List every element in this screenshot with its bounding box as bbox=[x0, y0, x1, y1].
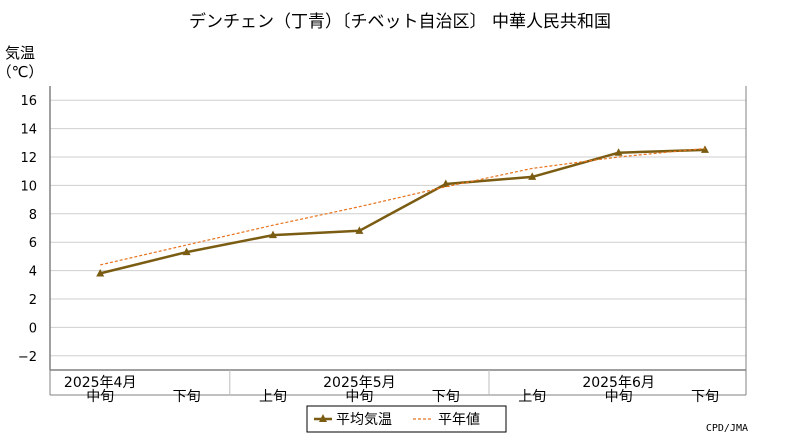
x-tick-label: 下旬 bbox=[691, 389, 719, 405]
y-tick-label: 10 bbox=[20, 179, 37, 194]
legend-box bbox=[306, 405, 507, 433]
y-axis-unit: （℃） bbox=[0, 63, 43, 81]
y-tick-label: 6 bbox=[29, 236, 37, 251]
x-month-label: 2025年4月 bbox=[64, 375, 137, 391]
x-month-label: 2025年6月 bbox=[582, 375, 655, 391]
credit-label: CPD/JMA bbox=[706, 423, 748, 434]
y-tick-label: 14 bbox=[20, 123, 37, 138]
data-point-avg-temp bbox=[701, 145, 709, 153]
data-point-avg-temp bbox=[182, 247, 191, 256]
legend-label-avg-temp: 平均気温 bbox=[336, 412, 392, 428]
x-tick-label: 下旬 bbox=[173, 389, 201, 405]
x-month-label: 2025年5月 bbox=[323, 375, 396, 391]
data-point-avg-temp bbox=[614, 148, 623, 156]
series-layer bbox=[96, 145, 709, 277]
y-tick-label: 8 bbox=[29, 208, 37, 223]
data-point-avg-temp bbox=[441, 179, 450, 187]
legend: 平均気温 平年値 bbox=[306, 405, 507, 433]
x-tick-label: 上旬 bbox=[259, 389, 287, 405]
x-tick-label: 中旬 bbox=[605, 389, 633, 405]
x-tick-label: 中旬 bbox=[345, 389, 373, 405]
legend-marker-avg-temp bbox=[319, 414, 327, 422]
y-tick-label: 2 bbox=[29, 293, 37, 308]
data-point-avg-temp bbox=[96, 268, 105, 277]
series-line-normal bbox=[100, 147, 706, 266]
data-point-avg-temp bbox=[355, 226, 364, 234]
y-tick-label: −2 bbox=[18, 350, 37, 365]
data-point-avg-temp bbox=[528, 172, 537, 180]
y-axis-label: 気温 bbox=[5, 44, 35, 62]
y-tick-label: 16 bbox=[20, 94, 37, 109]
plot-frame bbox=[49, 86, 747, 396]
grid-layer bbox=[50, 99, 746, 357]
y-tick-label: 0 bbox=[29, 321, 37, 336]
x-tick-label: 下旬 bbox=[432, 389, 460, 405]
y-tick-label: 4 bbox=[29, 265, 37, 280]
data-point-avg-temp bbox=[269, 230, 277, 239]
series-line-avg-temp bbox=[99, 148, 706, 275]
chart-title: デンチェン（丁青）〔チベット自治区〕 中華人民共和国 bbox=[189, 11, 611, 32]
y-axis-ticks: 16 14 12 10 8 6 4 2 0 −2 bbox=[18, 94, 37, 365]
x-tick-label: 中旬 bbox=[86, 389, 114, 405]
legend-label-normal: 平年値 bbox=[438, 412, 480, 428]
x-tick-label: 上旬 bbox=[518, 389, 546, 405]
y-tick-label: 12 bbox=[20, 151, 37, 166]
